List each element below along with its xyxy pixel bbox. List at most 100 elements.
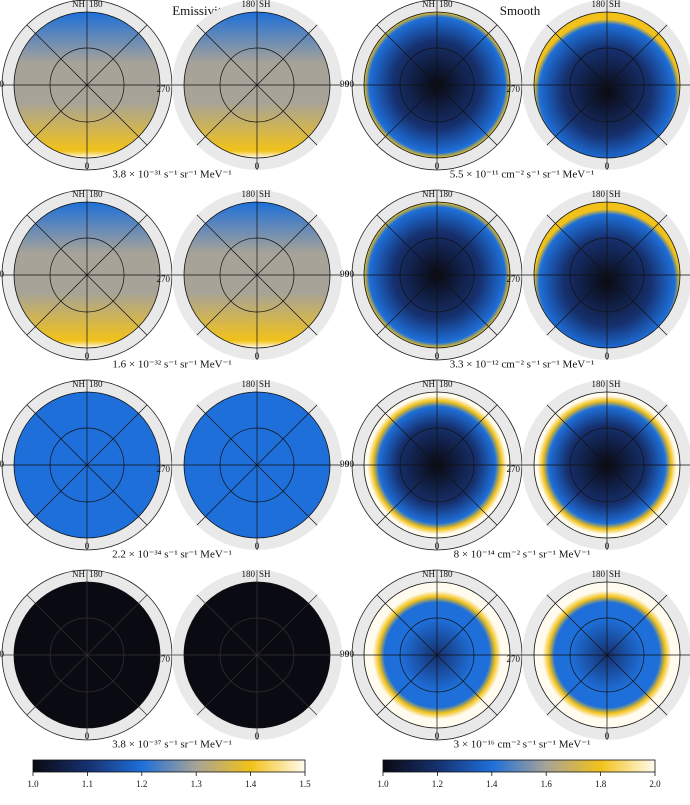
theta-label: 270: [507, 654, 521, 664]
polar-grid-line: [26, 214, 148, 336]
colorbar-tick-label: 1.1: [82, 779, 93, 789]
polar-grid-line: [546, 24, 668, 146]
theta-label: 0: [85, 161, 90, 171]
polar-grid-line: [26, 404, 148, 526]
row-scale-label: 3.8 × 10⁻³⁷ s⁻¹ sr⁻¹ MeV⁻¹: [112, 739, 232, 751]
theta-label: 90: [340, 649, 350, 659]
theta-label: 180: [242, 189, 256, 199]
row-scale-label: 3.3 × 10⁻¹² cm⁻² s⁻¹ sr⁻¹ MeV⁻¹: [450, 359, 595, 371]
hemisphere-label: SH: [259, 189, 271, 199]
theta-label: 0: [255, 731, 260, 741]
theta-label: 0: [605, 351, 610, 361]
theta-label: 0: [605, 731, 610, 741]
polar-grid-line: [376, 214, 498, 336]
theta-label: 90: [0, 269, 5, 279]
theta-label: 0: [255, 161, 260, 171]
theta-label: 90: [345, 649, 355, 659]
polar-grid-line: [376, 404, 498, 526]
colorbar-tick-label: 1.0: [27, 779, 39, 789]
panel-title: Smooth: [500, 3, 541, 18]
hemisphere-label: NH: [72, 189, 85, 199]
theta-label: 90: [345, 79, 355, 89]
theta-label: 90: [0, 649, 5, 659]
theta-label: 180: [592, 569, 606, 579]
row-scale-label: 2.2 × 10⁻³⁴ s⁻¹ sr⁻¹ MeV⁻¹: [112, 549, 232, 561]
theta-label: 270: [507, 464, 521, 474]
polar-grid-line: [376, 24, 498, 146]
colorbar-tick-label: 2.0: [649, 779, 661, 789]
theta-label: 0: [435, 351, 440, 361]
hemisphere-label: SH: [259, 379, 271, 389]
polar-grid-line: [196, 594, 318, 716]
theta-label: 180: [242, 569, 256, 579]
theta-label: 0: [435, 731, 440, 741]
theta-label: 0: [85, 731, 90, 741]
hemisphere-label: SH: [259, 569, 271, 579]
colorbar: [32, 759, 306, 773]
polar-grid-line: [26, 594, 148, 716]
theta-label: 270: [157, 654, 171, 664]
theta-label: 0: [85, 351, 90, 361]
theta-label: 0: [605, 541, 610, 551]
theta-label: 0: [435, 541, 440, 551]
hemisphere-label: SH: [259, 0, 271, 9]
theta-label: 0: [255, 541, 260, 551]
theta-label: 270: [157, 84, 171, 94]
theta-label: 90: [345, 459, 355, 469]
row-scale-label: 3 × 10⁻¹⁶ cm⁻² s⁻¹ sr⁻¹ MeV⁻¹: [454, 739, 591, 751]
theta-label: 180: [89, 569, 103, 579]
theta-label: 180: [439, 569, 453, 579]
theta-label: 270: [157, 464, 171, 474]
theta-label: 180: [439, 379, 453, 389]
colorbar-tick-label: 1.4: [245, 779, 257, 789]
theta-label: 180: [592, 379, 606, 389]
theta-label: 90: [0, 79, 5, 89]
hemisphere-label: NH: [422, 569, 435, 579]
theta-label: 180: [89, 189, 103, 199]
theta-label: 180: [592, 0, 606, 9]
theta-label: 90: [0, 459, 5, 469]
hemisphere-label: NH: [72, 569, 85, 579]
colorbar-tick-label: 1.6: [541, 779, 553, 789]
theta-label: 0: [85, 541, 90, 551]
theta-label: 180: [439, 189, 453, 199]
theta-label: 180: [439, 0, 453, 9]
theta-label: 270: [507, 84, 521, 94]
polar-grid-line: [546, 404, 668, 526]
theta-label: 180: [242, 379, 256, 389]
hemisphere-label: SH: [609, 0, 621, 9]
colorbar: [382, 759, 656, 773]
hemisphere-label: SH: [609, 569, 621, 579]
hemisphere-label: NH: [72, 0, 85, 9]
colorbar-tick-label: 1.3: [191, 779, 203, 789]
theta-label: 0: [255, 351, 260, 361]
polar-grid-line: [376, 594, 498, 716]
colorbar-tick-label: 1.4: [486, 779, 498, 789]
theta-label: 270: [507, 274, 521, 284]
theta-label: 90: [340, 459, 350, 469]
polar-grid-line: [26, 24, 148, 146]
hemisphere-label: SH: [609, 379, 621, 389]
hemisphere-label: NH: [422, 0, 435, 9]
colorbar-tick-label: 1.5: [299, 779, 311, 789]
polar-grid-line: [196, 24, 318, 146]
colorbar-tick-label: 1.0: [377, 779, 389, 789]
row-scale-label: 5.5 × 10⁻¹¹ cm⁻² s⁻¹ sr⁻¹ MeV⁻¹: [450, 169, 595, 181]
polar-grid-line: [546, 214, 668, 336]
row-scale-label: 1.6 × 10⁻³² s⁻¹ sr⁻¹ MeV⁻¹: [112, 359, 231, 371]
colorbar-tick-label: 1.2: [432, 779, 443, 789]
theta-label: 180: [89, 0, 103, 9]
colorbar-tick-label: 1.8: [595, 779, 607, 789]
theta-label: 0: [605, 161, 610, 171]
polar-grid-line: [546, 594, 668, 716]
theta-label: 90: [340, 79, 350, 89]
polar-grid-line: [196, 214, 318, 336]
theta-label: 0: [435, 161, 440, 171]
row-scale-label: 3.8 × 10⁻³¹ s⁻¹ sr⁻¹ MeV⁻¹: [112, 169, 231, 181]
theta-label: 180: [592, 189, 606, 199]
hemisphere-label: NH: [72, 379, 85, 389]
hemisphere-label: NH: [422, 189, 435, 199]
hemisphere-label: NH: [422, 379, 435, 389]
colorbar-tick-label: 1.2: [136, 779, 147, 789]
